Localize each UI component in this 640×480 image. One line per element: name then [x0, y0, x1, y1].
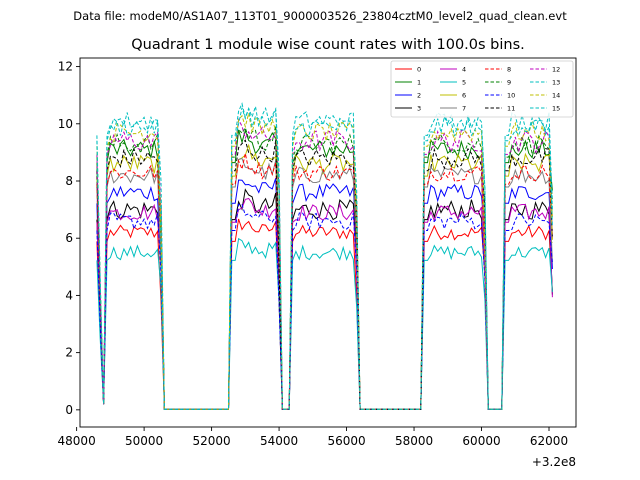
- series-layer: [96, 102, 553, 410]
- chart-title: Quadrant 1 module wise count rates with …: [131, 37, 525, 53]
- y-axis: 0 2 4 6 8 10 12: [58, 60, 80, 417]
- x-tick-label: 54000: [260, 434, 298, 448]
- legend-label-15: 15: [552, 104, 560, 112]
- x-tick-label: 62000: [530, 434, 568, 448]
- x-tick-label: 58000: [395, 434, 433, 448]
- figure-suptitle: Data file: modeM0/AS1A07_113T01_90000035…: [73, 9, 567, 23]
- x-tick-label: 60000: [462, 434, 500, 448]
- legend-label-8: 8: [507, 65, 511, 73]
- legend-label-11: 11: [507, 104, 515, 112]
- series-line-12: [96, 117, 553, 410]
- y-tick-label: 10: [58, 117, 73, 131]
- legend-label-0: 0: [417, 65, 421, 73]
- x-tick-label: 52000: [192, 434, 230, 448]
- y-tick-label: 4: [65, 288, 73, 302]
- plot-frame: [79, 57, 577, 428]
- legend-box: [390, 60, 574, 118]
- series-line-14: [96, 113, 553, 410]
- legend-label-3: 3: [417, 104, 421, 112]
- y-tick-label: 8: [65, 174, 73, 188]
- x-tick-label: 50000: [125, 434, 163, 448]
- legend-label-9: 9: [507, 78, 511, 86]
- y-tick-label: 6: [65, 231, 73, 245]
- legend-label-13: 13: [552, 78, 560, 86]
- legend-label-10: 10: [507, 91, 515, 99]
- y-tick-label: 2: [65, 346, 73, 360]
- legend-label-4: 4: [462, 65, 466, 73]
- y-tick-label: 12: [58, 60, 73, 74]
- legend-label-1: 1: [417, 78, 421, 86]
- x-axis-offset-label: +3.2e8: [532, 455, 576, 469]
- legend-label-5: 5: [462, 78, 466, 86]
- legend-label-12: 12: [552, 65, 560, 73]
- x-tick-label: 56000: [327, 434, 365, 448]
- x-axis: 48000 50000 52000 54000 56000 58000 60000 62000: [58, 427, 568, 448]
- legend-label-6: 6: [462, 91, 466, 99]
- legend-label-2: 2: [417, 91, 421, 99]
- legend-label-14: 14: [552, 91, 560, 99]
- series-line-15: [96, 106, 553, 410]
- legend-label-7: 7: [462, 104, 466, 112]
- x-tick-label: 48000: [58, 434, 96, 448]
- y-tick-label: 0: [65, 403, 73, 417]
